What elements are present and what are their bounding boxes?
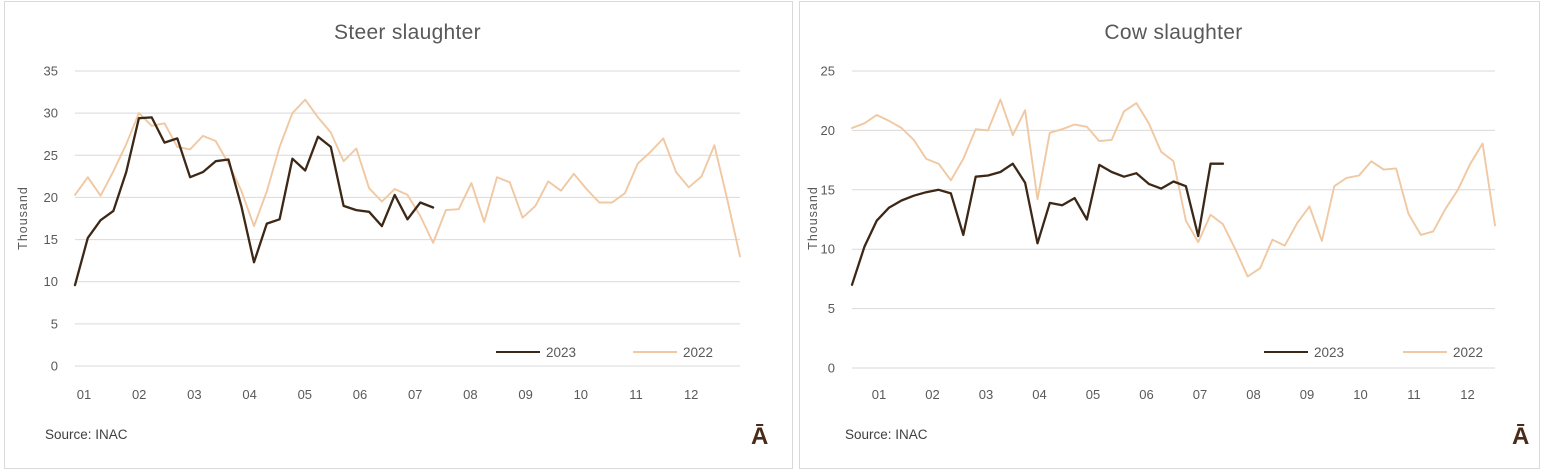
legend: 2023 2022 — [0, 344, 772, 362]
legend-line-2022 — [633, 350, 677, 354]
svg-text:10: 10 — [44, 274, 58, 289]
svg-text:25: 25 — [44, 148, 58, 163]
legend-line-2023 — [1264, 350, 1308, 354]
legend-label-2023: 2023 — [546, 344, 577, 360]
left-panel-frame — [4, 1, 793, 469]
svg-text:01: 01 — [872, 387, 886, 402]
svg-text:09: 09 — [1300, 387, 1314, 402]
svg-text:10: 10 — [1353, 387, 1367, 402]
watermark-letter: Ā — [751, 423, 769, 450]
legend-label-2023: 2023 — [1314, 344, 1345, 360]
legend-line-2022 — [1403, 350, 1447, 354]
svg-text:12: 12 — [1460, 387, 1474, 402]
legend-label-2022: 2022 — [1453, 344, 1484, 360]
svg-text:25: 25 — [821, 64, 835, 79]
svg-text:06: 06 — [1139, 387, 1153, 402]
svg-text:20: 20 — [821, 123, 835, 138]
svg-text:15: 15 — [44, 232, 58, 247]
svg-text:05: 05 — [298, 387, 312, 402]
svg-text:12: 12 — [684, 387, 698, 402]
svg-text:20: 20 — [44, 190, 58, 205]
svg-text:35: 35 — [44, 64, 58, 79]
svg-text:5: 5 — [828, 301, 835, 316]
svg-text:0: 0 — [828, 361, 835, 376]
svg-text:11: 11 — [1407, 387, 1421, 402]
legend-item-2022: 2022 — [633, 344, 713, 360]
steer-slaughter-chart: 35 30 25 20 15 10 5 0 01 02 03 04 05 06 07 08 09 10 11 12 S… — [0, 21, 772, 450]
svg-text:07: 07 — [1193, 387, 1207, 402]
svg-text:10: 10 — [821, 242, 835, 257]
chart-title: Cow slaughter — [1104, 21, 1243, 44]
legend-line-2023 — [496, 350, 540, 354]
legend: 2023 2022 — [772, 344, 1544, 362]
svg-text:01: 01 — [77, 387, 91, 402]
legend-label-2022: 2022 — [683, 344, 714, 360]
source-note: Source: INAC — [45, 427, 128, 442]
svg-text:10: 10 — [574, 387, 588, 402]
svg-text:03: 03 — [979, 387, 993, 402]
svg-text:08: 08 — [463, 387, 477, 402]
legend-item-2023: 2023 — [496, 344, 576, 360]
steer-plot-area: 35 30 25 20 15 10 5 0 01 02 03 04 05 06 07 08 09 10 11 12 — [44, 64, 741, 402]
svg-text:5: 5 — [51, 316, 58, 331]
right-panel-frame — [799, 1, 1540, 469]
cow-slaughter-chart: 25 20 15 10 5 0 01 02 03 04 05 06 07 08 09 10 11 12 Cow s… — [772, 0, 1544, 472]
svg-text:15: 15 — [821, 182, 835, 197]
svg-text:09: 09 — [518, 387, 532, 402]
cow-plot-area: 25 20 15 10 5 0 01 02 03 04 05 06 07 08 09 10 11 12 — [821, 64, 1496, 402]
svg-text:06: 06 — [353, 387, 367, 402]
svg-text:11: 11 — [629, 387, 643, 402]
legend-item-2023: 2023 — [1264, 344, 1344, 360]
source-note: Source: INAC — [845, 427, 928, 442]
svg-text:07: 07 — [408, 387, 422, 402]
svg-text:30: 30 — [44, 106, 58, 121]
svg-text:04: 04 — [242, 387, 256, 402]
svg-text:08: 08 — [1246, 387, 1260, 402]
svg-text:03: 03 — [187, 387, 201, 402]
legend-item-2022: 2022 — [1403, 344, 1483, 360]
svg-text:05: 05 — [1086, 387, 1100, 402]
chart-title: Steer slaughter — [334, 21, 481, 44]
svg-text:0: 0 — [51, 359, 58, 374]
svg-text:04: 04 — [1032, 387, 1046, 402]
y-axis-title: Thousand — [16, 186, 30, 250]
watermark-letter: Ā — [1512, 423, 1530, 450]
svg-text:02: 02 — [132, 387, 146, 402]
svg-text:02: 02 — [925, 387, 939, 402]
y-axis-title: Thousand — [806, 186, 820, 250]
